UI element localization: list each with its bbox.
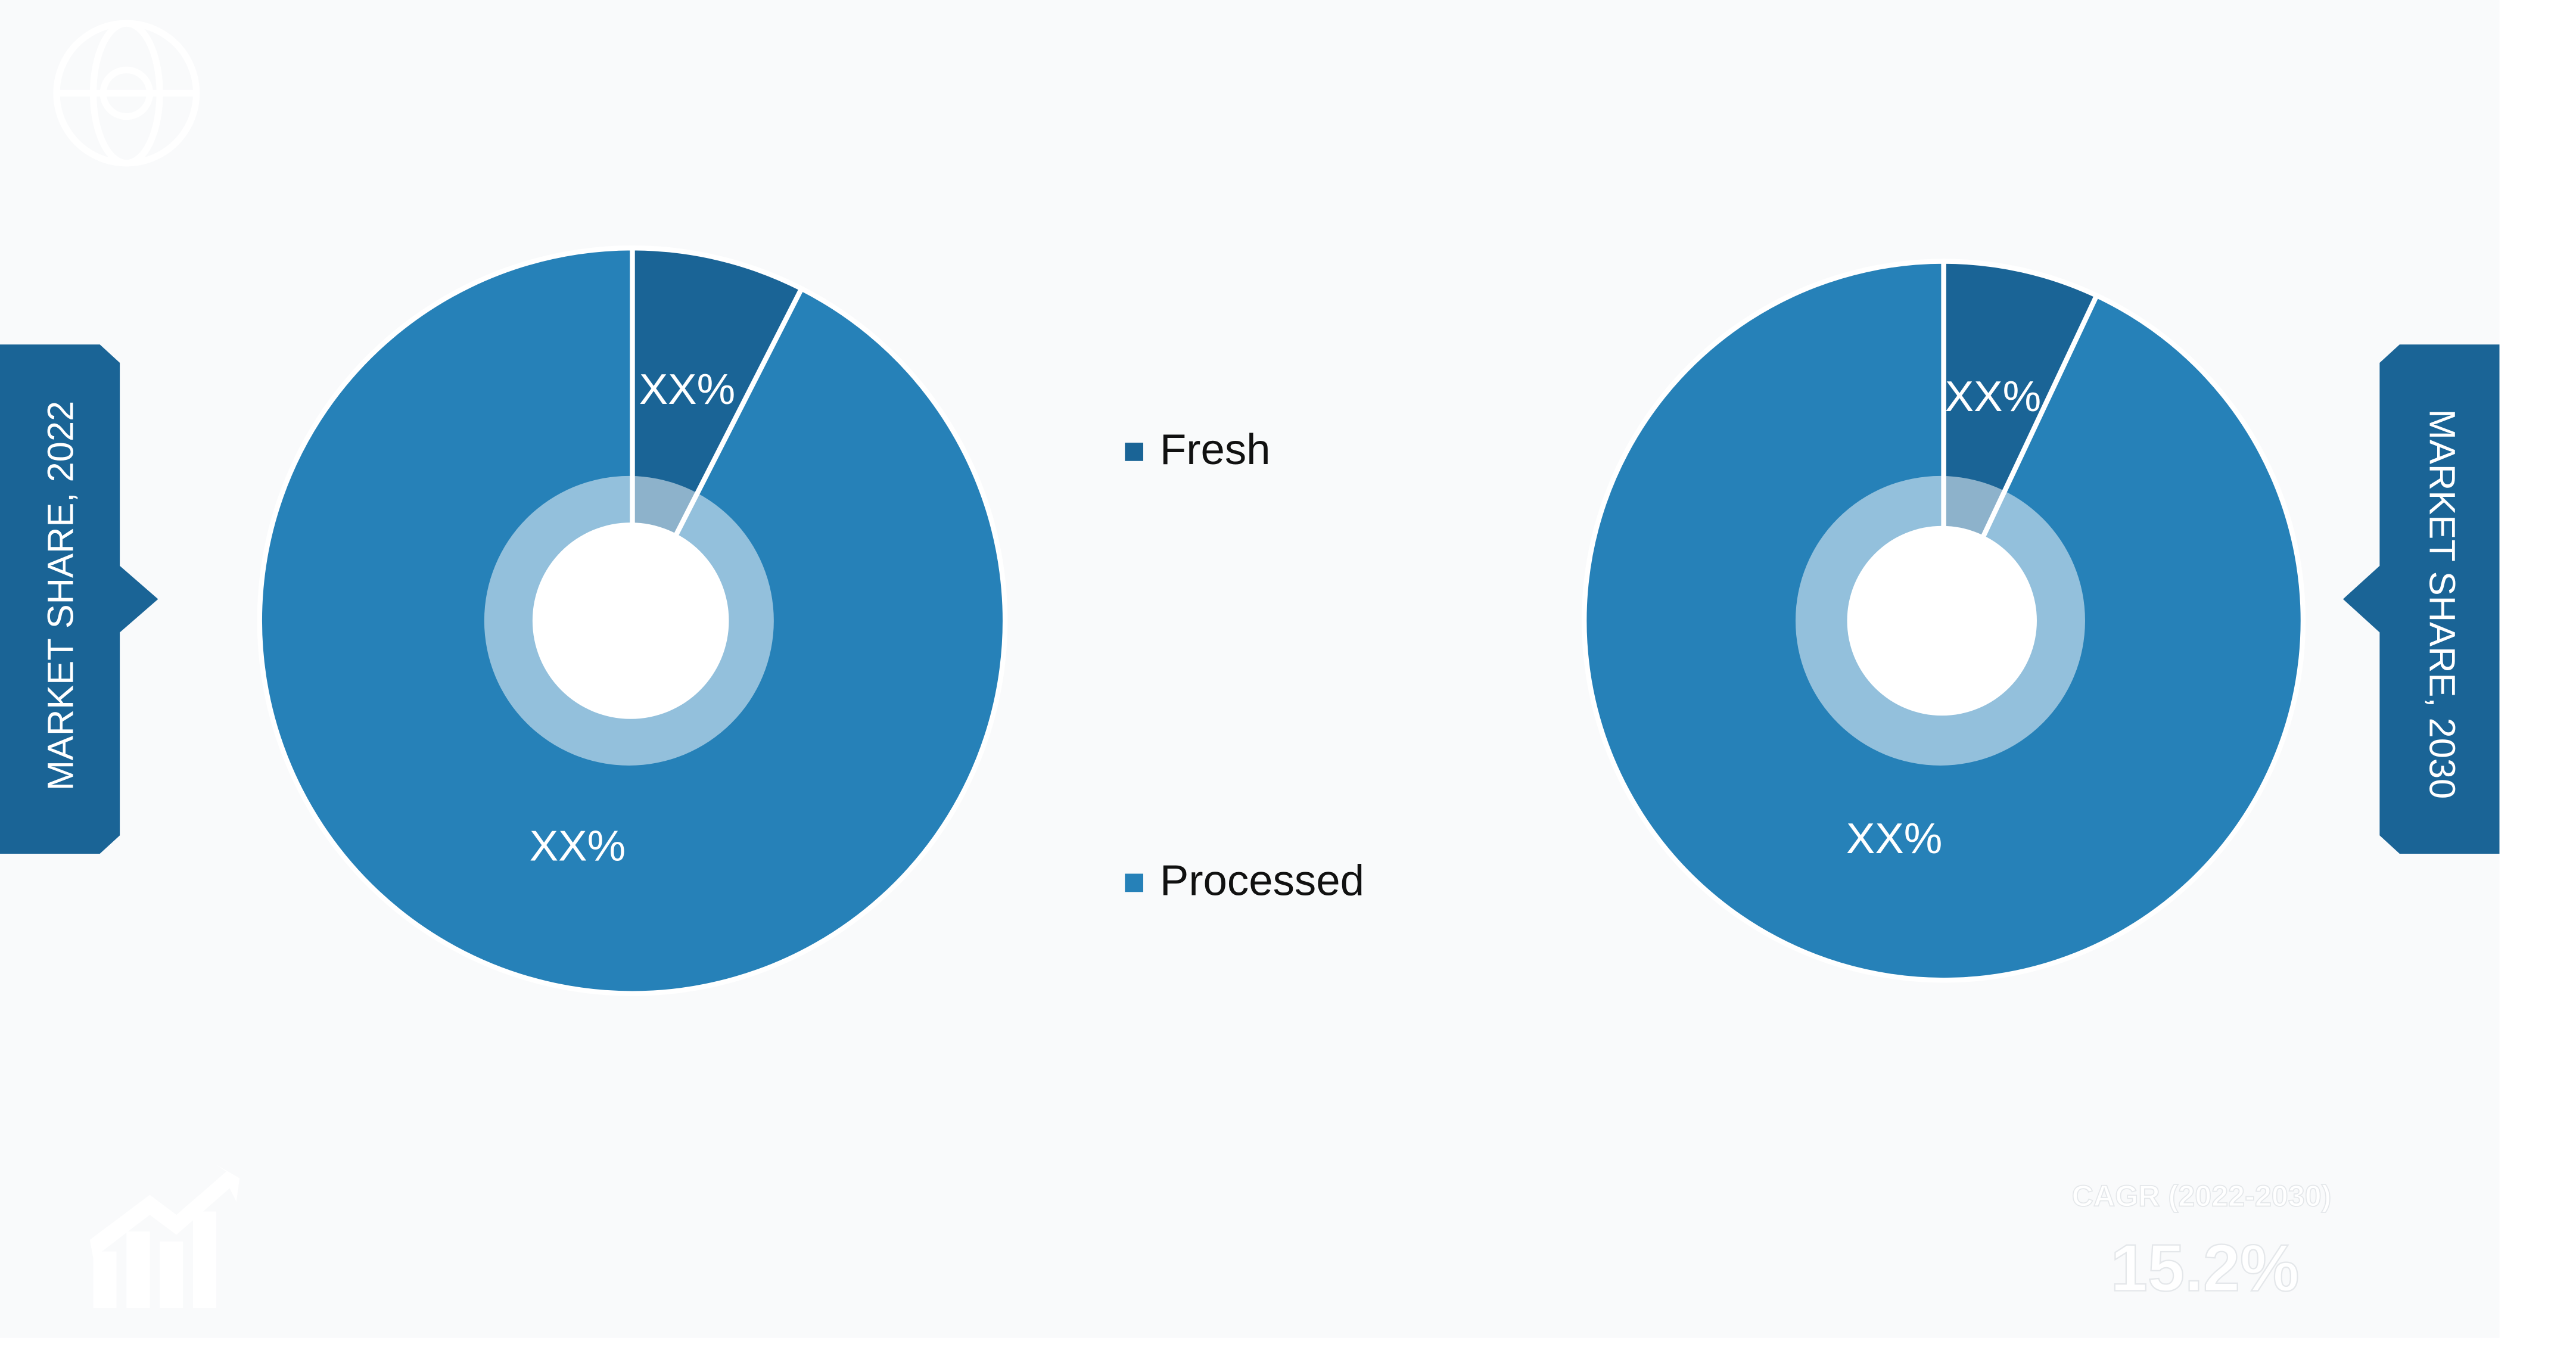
growth-icon bbox=[89, 1165, 240, 1308]
donut-hole bbox=[532, 522, 729, 719]
value-label: XX% bbox=[639, 365, 735, 413]
pie-slice bbox=[257, 245, 1008, 996]
value-label: XX% bbox=[1846, 814, 1942, 863]
banner-right bbox=[2342, 344, 2500, 854]
cagr-value: 15.2% bbox=[2111, 1230, 2300, 1305]
banner-left bbox=[0, 344, 158, 854]
donut-hole bbox=[1847, 525, 2037, 716]
globe-icon bbox=[53, 20, 200, 167]
legend-swatch bbox=[1125, 873, 1143, 892]
value-label: XX% bbox=[530, 822, 626, 870]
legend-label: Fresh bbox=[1160, 425, 1271, 474]
legend-label: Processed bbox=[1160, 856, 1364, 904]
cagr-label: CAGR (2022-2030) bbox=[2072, 1178, 2332, 1212]
chart-title: MARKET SHARE, 2022 bbox=[40, 401, 81, 791]
value-label: XX% bbox=[1945, 372, 2041, 421]
chart-title: MARKET SHARE, 2030 bbox=[2422, 409, 2463, 799]
legend-swatch bbox=[1125, 443, 1143, 461]
